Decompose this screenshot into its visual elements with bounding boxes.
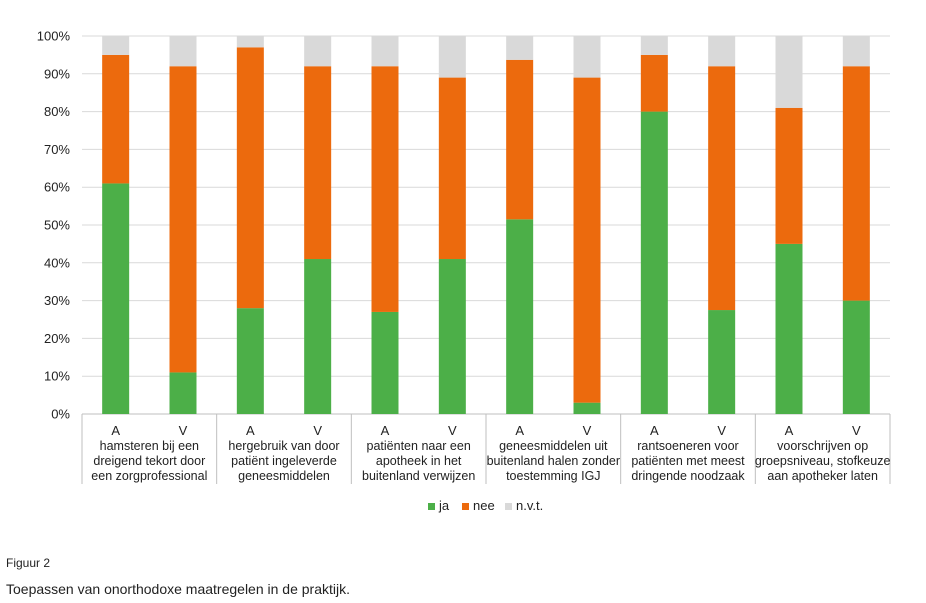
group-label-line: apotheek in het [376,454,462,468]
legend-swatch [505,503,512,510]
group-label-line: aan apotheker laten [767,469,878,483]
legend-swatch [462,503,469,510]
group-label-line: groepsniveau, stofkeuze [755,454,891,468]
bar-segment-nvt [304,36,332,67]
bar-segment-nee [102,54,130,184]
group-label-line: toestemming IGJ [506,469,600,483]
x-category-label: V [179,423,188,438]
bar-segment-ja [775,243,803,414]
group-label-line: voorschrijven op [777,439,868,453]
bar-segment-ja [169,372,197,414]
bar-segment-nvt [438,36,466,78]
bar-segment-nee [169,66,197,373]
group-label-line: rantsoeneren voor [637,439,738,453]
group-label-line: dringende noodzaak [631,469,745,483]
bar-segment-nee [236,47,264,309]
bar-segment-ja [573,402,601,414]
bar-segment-nvt [371,36,399,67]
group-label-line: buitenland halen zonder [487,454,620,468]
y-tick-label: 10% [44,369,70,384]
y-tick-label: 50% [44,218,70,233]
y-tick-label: 0% [51,407,70,422]
bar-segment-ja [842,300,870,414]
y-tick-label: 70% [44,142,70,157]
bar-segment-nvt [708,36,736,67]
legend-label: nee [473,498,495,513]
y-tick-label: 60% [44,180,70,195]
bar-segment-nee [573,77,601,403]
x-category-label: A [785,423,794,438]
bar-segment-ja [640,111,668,414]
bar-segment-ja [304,259,332,414]
bar-segment-ja [102,183,130,414]
group-label-line: hergebruik van door [228,439,339,453]
bar-segment-nee [506,59,534,220]
bar-segment-nee [775,107,803,244]
bar-segment-nvt [640,36,668,55]
x-category-label: V [717,423,726,438]
x-category-label: V [313,423,322,438]
group-label-line: dreigend tekort door [93,454,205,468]
group-label-line: buitenland verwijzen [362,469,475,483]
bar-segment-nee [304,66,332,260]
bar-segment-nvt [842,36,870,67]
bar-segment-nvt [573,36,601,78]
y-tick-label: 80% [44,104,70,119]
figure-label: Figuur 2 [6,556,51,570]
x-category-label: A [650,423,659,438]
bar-segment-nee [842,66,870,301]
bar-segment-ja [371,311,399,414]
stacked-bar-chart: 0% 10% 20% 30% 40% 50% 60% 70% 80% 90% 100% A V A V A V A… [37,29,891,513]
group-label-line: patiënten naar een [367,439,471,453]
bar-segment-nvt [169,36,197,67]
bar-segment-ja [438,259,466,414]
y-tick-label: 40% [44,255,70,270]
bar-segment-nvt [775,36,803,108]
group-label-line: patiënten met meest [631,454,745,468]
legend-label: ja [438,498,450,513]
bar-segment-nvt [506,36,534,60]
legend-swatch [428,503,435,510]
bar-segment-ja [506,219,534,414]
y-tick-label: 90% [44,66,70,81]
bar-segment-ja [236,308,264,414]
x-category-label: A [381,423,390,438]
bar-segment-nee [438,77,466,260]
y-tick-label: 20% [44,331,70,346]
group-label-line: geneesmiddelen [238,469,330,483]
bar-segment-nvt [236,36,264,48]
group-label-line: patiënt ingeleverde [231,454,337,468]
x-category-label: V [448,423,457,438]
bar-segment-nee [708,66,736,311]
group-label-line: een zorgprofessional [91,469,207,483]
x-category-label: V [852,423,861,438]
x-category-label: A [111,423,120,438]
group-label-line: geneesmiddelen uit [499,439,608,453]
figure-title: Toepassen van onorthodoxe maatregelen in… [6,581,350,597]
x-category-label: A [515,423,524,438]
bar-segment-nee [640,54,668,112]
bar-segment-ja [708,310,736,414]
y-tick-label: 100% [37,29,71,44]
legend-label: n.v.t. [516,498,543,513]
x-category-label: A [246,423,255,438]
bar-segment-nvt [102,36,130,55]
x-category-label: V [583,423,592,438]
y-tick-label: 30% [44,293,70,308]
bar-segment-nee [371,66,399,312]
group-label-line: hamsteren bij een [100,439,199,453]
